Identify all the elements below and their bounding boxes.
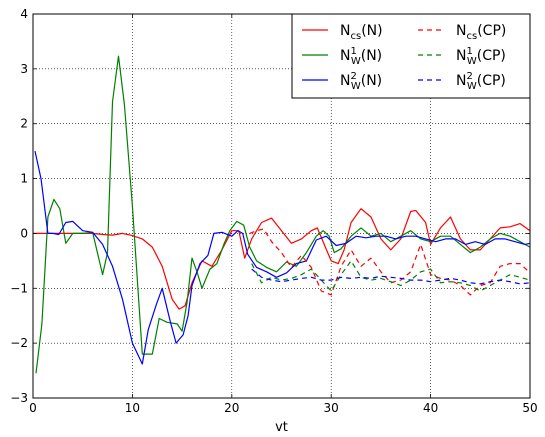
legend-label-base: N <box>456 73 466 89</box>
legend-label-sup: 1 <box>350 46 356 57</box>
series-line-nw1_n <box>35 55 531 374</box>
legend-label-sup: 2 <box>350 71 356 82</box>
x-tick-label: 10 <box>125 401 140 415</box>
y-tick-label: −1 <box>10 281 28 295</box>
ticks: 0 10 20 30 40 50 −3 −2 −1 0 1 2 3 4 <box>10 7 537 415</box>
legend-label: N1 W(CP) <box>456 46 506 67</box>
legend-label-suffix: (N) <box>361 73 382 89</box>
legend-label-base: N <box>340 73 350 89</box>
legend-label-suffix: (CP) <box>477 48 506 64</box>
legend-box <box>291 13 531 99</box>
legend-label-sub: cs <box>466 31 477 42</box>
series-line-nw2_n <box>34 150 531 365</box>
plot-frame <box>32 13 531 399</box>
series-line-ncs_n <box>33 208 531 310</box>
series-line-nw1_cp <box>251 260 531 292</box>
legend-label-base: N <box>340 48 350 64</box>
series-group <box>33 55 531 374</box>
legend-label-base: N <box>456 23 466 39</box>
legend-label: N2 W(CP) <box>456 71 506 92</box>
y-tick-label: −3 <box>10 391 28 405</box>
x-tick-label: 20 <box>224 401 239 415</box>
y-tick-label: 4 <box>20 7 28 21</box>
legend-label-sup: 2 <box>466 71 472 82</box>
legend-label: Ncs(N) <box>340 23 383 42</box>
x-tick-label: 50 <box>522 401 537 415</box>
legend-label-sub: W <box>351 81 361 92</box>
legend-label: N2 W(N) <box>340 71 382 92</box>
x-axis-label: vt <box>275 420 288 435</box>
y-tick-label: 3 <box>20 62 28 76</box>
legend-label-sub: W <box>467 56 477 67</box>
series-line-nw2_cp <box>251 268 531 285</box>
legend-label-base: N <box>340 23 350 39</box>
x-tick-label: 30 <box>324 401 339 415</box>
legend: Ncs(N) Ncs(CP)N1 W(N) N1 W(CP)N2 W(N) N2 W(CP) <box>291 13 531 99</box>
y-tick-label: 1 <box>20 172 28 186</box>
legend-label-sup: 1 <box>466 46 472 57</box>
legend-label: N1 W(N) <box>340 46 382 67</box>
y-tick-label: −2 <box>10 336 28 350</box>
legend-label-suffix: (N) <box>361 23 382 39</box>
legend-label-suffix: (N) <box>361 48 382 64</box>
legend-label-sub: W <box>467 81 477 92</box>
y-tick-label: 0 <box>20 226 28 240</box>
legend-label: Ncs(CP) <box>456 23 506 42</box>
legend-label-suffix: (CP) <box>477 23 506 39</box>
y-tick-label: 2 <box>20 117 28 131</box>
legend-label-sub: cs <box>350 31 361 42</box>
legend-label-sub: W <box>351 56 361 67</box>
x-tick-label: 40 <box>423 401 438 415</box>
series-line-ncs_cp <box>249 228 531 296</box>
legend-label-suffix: (CP) <box>477 73 506 89</box>
x-tick-label: 0 <box>29 401 37 415</box>
legend-label-base: N <box>456 48 466 64</box>
